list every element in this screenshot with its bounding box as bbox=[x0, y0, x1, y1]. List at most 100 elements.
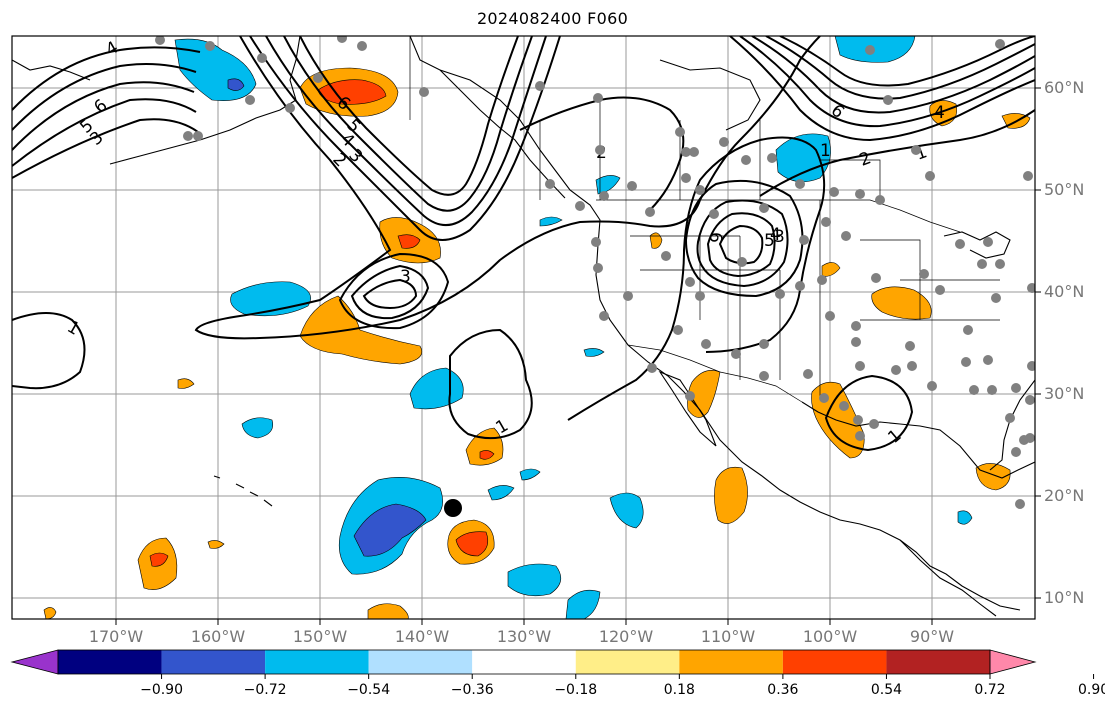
map-area: 6 5 4 3 6 5 4 3 2 3 2 1 6 2 1 6 5 4 3 1 … bbox=[12, 36, 1035, 619]
station-dot bbox=[995, 259, 1005, 269]
station-dot bbox=[851, 321, 861, 331]
station-dot bbox=[257, 53, 267, 63]
station-dot bbox=[193, 131, 203, 141]
shade-orange bbox=[871, 286, 932, 320]
contour-label: 3 bbox=[774, 227, 785, 247]
contour-line bbox=[12, 98, 197, 167]
station-dot bbox=[969, 385, 979, 395]
station-dot bbox=[995, 39, 1005, 49]
station-dot bbox=[983, 237, 993, 247]
station-dot bbox=[595, 145, 605, 155]
shade-orange bbox=[299, 295, 423, 365]
colorbar-tick-label: 0.90 bbox=[1077, 682, 1105, 698]
contour-line bbox=[779, 36, 1035, 87]
station-dot bbox=[675, 127, 685, 137]
station-dot bbox=[593, 263, 603, 273]
contour-lines bbox=[12, 36, 1035, 452]
axis-ticks bbox=[115, 87, 1041, 625]
longitude-label: 100°W bbox=[802, 627, 858, 646]
station-dot bbox=[623, 291, 633, 301]
longitude-label: 120°W bbox=[598, 627, 654, 646]
colorbar-band bbox=[782, 650, 887, 674]
station-dot bbox=[955, 239, 965, 249]
shade-red bbox=[317, 79, 387, 105]
contour-line bbox=[12, 81, 195, 151]
station-dot bbox=[855, 431, 865, 441]
station-dot bbox=[673, 325, 683, 335]
station-dot bbox=[977, 259, 987, 269]
contour-line bbox=[729, 36, 1035, 142]
station-dot bbox=[337, 36, 347, 43]
shade-orange bbox=[649, 232, 663, 249]
latitude-label: 20°N bbox=[1044, 486, 1085, 505]
station-dot bbox=[205, 41, 215, 51]
longitude-label: 150°W bbox=[292, 627, 348, 646]
longitude-label: 140°W bbox=[394, 627, 450, 646]
shade-orange bbox=[367, 603, 409, 619]
colorbar-tick-label: 0.36 bbox=[767, 682, 799, 698]
contour-line bbox=[759, 109, 1035, 197]
station-dot bbox=[759, 371, 769, 381]
contour-label: 4 bbox=[770, 225, 781, 245]
station-dot bbox=[419, 87, 429, 97]
contour-line bbox=[765, 36, 1035, 100]
station-dot bbox=[961, 357, 971, 367]
longitude-label: 160°W bbox=[190, 627, 246, 646]
station-dot bbox=[911, 145, 921, 155]
latitude-label: 40°N bbox=[1044, 282, 1085, 301]
colorbar-band bbox=[265, 650, 369, 674]
station-dot bbox=[991, 293, 1001, 303]
station-dot bbox=[647, 363, 657, 373]
station-dot bbox=[851, 337, 861, 347]
coastline-alaska bbox=[109, 36, 301, 165]
contour-line bbox=[706, 212, 776, 278]
station-dot bbox=[591, 237, 601, 247]
station-dot bbox=[819, 393, 829, 403]
contour-line bbox=[12, 46, 201, 111]
contour-line bbox=[350, 264, 430, 320]
shade-blue bbox=[241, 417, 273, 439]
station-dot bbox=[855, 361, 865, 371]
shade-orange bbox=[207, 540, 225, 549]
colorbar-tick-label: −0.18 bbox=[554, 682, 598, 698]
longitude-label: 90°W bbox=[909, 627, 955, 646]
colorbar bbox=[10, 649, 1095, 679]
shade-orange bbox=[821, 262, 841, 277]
station-dot bbox=[719, 137, 729, 147]
station-dot bbox=[775, 289, 785, 299]
station-dot bbox=[869, 419, 879, 429]
longitude-label: 110°W bbox=[700, 627, 756, 646]
contour-line bbox=[283, 36, 533, 212]
station-dot bbox=[795, 179, 805, 189]
shade-red bbox=[149, 552, 169, 567]
station-dot bbox=[803, 369, 813, 379]
contour-label: 6 bbox=[705, 232, 725, 243]
station-dot bbox=[245, 95, 255, 105]
station-dot bbox=[701, 339, 711, 349]
station-dot bbox=[987, 385, 997, 395]
station-dot bbox=[841, 231, 851, 241]
latitude-label: 30°N bbox=[1044, 384, 1085, 403]
station-markers bbox=[155, 36, 1035, 509]
coastline-baja bbox=[658, 370, 717, 447]
station-dot bbox=[695, 185, 705, 195]
contour-line bbox=[519, 96, 685, 211]
colorbar-tick-label: −0.72 bbox=[243, 682, 287, 698]
longitude-label: 170°W bbox=[88, 627, 144, 646]
station-dot bbox=[871, 273, 881, 283]
coastline-bc bbox=[439, 69, 566, 199]
station-dot bbox=[1005, 413, 1015, 423]
contour-line bbox=[338, 252, 450, 330]
colorbar-band bbox=[472, 650, 576, 674]
station-dot bbox=[627, 181, 637, 191]
station-dot bbox=[357, 41, 367, 51]
station-dot bbox=[891, 365, 901, 375]
station-dot bbox=[535, 81, 545, 91]
contour-line bbox=[739, 36, 1035, 128]
contour-line bbox=[567, 136, 826, 421]
station-dot bbox=[661, 251, 671, 261]
station-dot bbox=[681, 173, 691, 183]
station-dot bbox=[821, 217, 831, 227]
station-dot bbox=[545, 179, 555, 189]
